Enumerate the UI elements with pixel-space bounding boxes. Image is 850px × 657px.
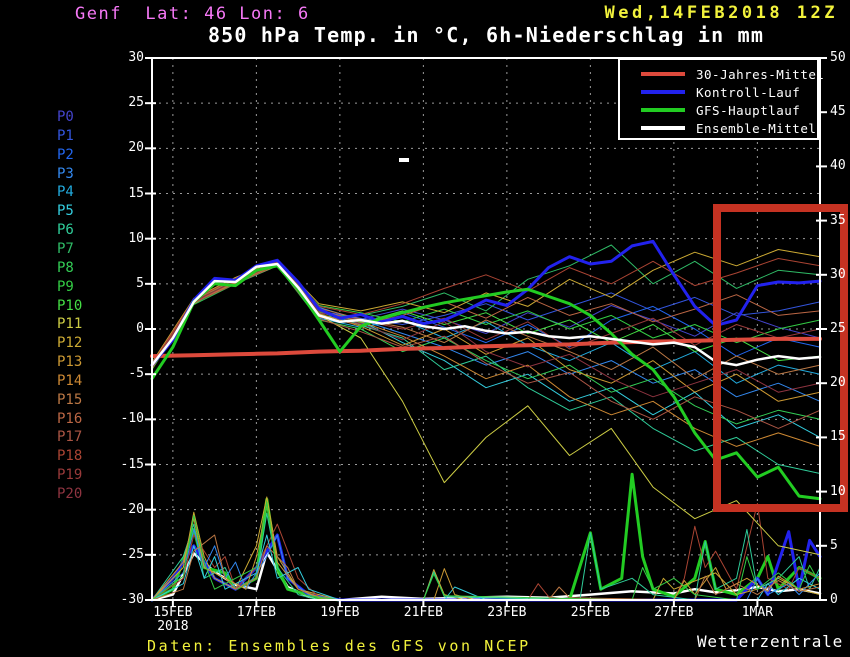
precip-series-P9 [151, 501, 821, 601]
temp-series-P17 [151, 264, 821, 429]
x-tick-label: 19FEB [320, 605, 360, 620]
temp-series-P11 [151, 264, 821, 556]
y-left-tick-label: -20 [120, 501, 144, 517]
run-datetime-label: Wed,14FEB2018 12Z [604, 3, 838, 23]
temp-series-GFS-Hauptlauf [150, 264, 822, 501]
y-left-tick-label: 0 [136, 321, 144, 336]
cursor-dash-mark [399, 158, 409, 162]
member-label-P18: P18 [57, 448, 83, 465]
member-label-P2: P2 [57, 146, 74, 163]
data-source-label: Daten: Ensembles des GFS von NCEP [147, 637, 531, 655]
member-label-P4: P4 [57, 184, 74, 201]
member-label-P17: P17 [57, 429, 83, 446]
legend-line-sample [641, 108, 685, 112]
chart-title: 850 hPa Temp. in °C, 6h-Niederschlag in … [207, 23, 765, 47]
x-tick-label: 23FEB [487, 605, 527, 620]
temp-series-30-Jahres-Mittel [150, 336, 822, 359]
member-label-P16: P16 [57, 410, 83, 427]
legend-item-label: GFS-Hauptlauf [696, 102, 801, 118]
member-label-P13: P13 [57, 354, 83, 371]
member-label-P0: P0 [57, 109, 74, 125]
x-tick-label: 27FEB [654, 605, 694, 620]
member-label-P9: P9 [57, 278, 74, 295]
member-label-P3: P3 [57, 165, 74, 182]
y-left-tick-label: 20 [128, 140, 144, 156]
legend-item-label: Kontroll-Lauf [696, 84, 801, 100]
member-label-P1: P1 [57, 127, 74, 144]
legend-item-label: 30-Jahres-Mittel [696, 66, 825, 82]
legend-line-sample [641, 90, 685, 94]
y-left-tick-label: 25 [128, 95, 144, 111]
member-label-P14: P14 [57, 372, 83, 389]
y-right-tick-label: 40 [830, 158, 846, 174]
y-right-tick-label: 35 [830, 212, 846, 228]
y-left-tick-label: 30 [128, 50, 144, 65]
y-right-tick-label: 25 [830, 321, 846, 336]
member-label-P8: P8 [57, 259, 74, 276]
legend-item: Kontroll-Lauf [620, 83, 817, 101]
brand-label: Wetterzentrale [696, 632, 843, 651]
legend-line-sample [641, 126, 685, 130]
member-label-P11: P11 [57, 316, 83, 333]
legend-item: 30-Jahres-Mittel [620, 65, 824, 83]
y-left-tick-label: -15 [120, 456, 144, 472]
station-label: Genf Lat: 46 Lon: 6 [75, 4, 310, 24]
legend-box: 30-Jahres-Mittel Kontroll-Lauf GFS-Hauptla… [618, 58, 824, 140]
y-left-tick-label: -30 [120, 592, 144, 607]
member-label-P6: P6 [57, 222, 74, 239]
y-left-tick-label: 10 [128, 230, 144, 246]
temp-series-Kontroll-Lauf [150, 239, 822, 367]
y-left-tick-label: 5 [136, 275, 144, 291]
y-left-tick-label: -10 [120, 411, 144, 427]
y-right-tick-label: 30 [830, 266, 846, 282]
y-left-tick-label: -25 [120, 546, 144, 562]
y-left-tick-label: 15 [128, 185, 144, 201]
y-left-tick-label: -5 [128, 366, 144, 382]
precip-series-P12 [151, 496, 821, 601]
precip-series-P5 [151, 534, 821, 601]
legend-item: GFS-Hauptlauf [620, 101, 817, 119]
y-right-tick-label: 0 [830, 592, 838, 607]
member-label-P10: P10 [57, 297, 83, 314]
precip-series-P13 [151, 504, 821, 601]
y-right-tick-label: 50 [830, 50, 846, 65]
x-tick-label: 21FEB [403, 605, 443, 620]
temp-series-Ensemble-Mittel [150, 262, 822, 367]
legend-item-label: Ensemble-Mittel [696, 120, 817, 136]
legend-item: Ensemble-Mittel [620, 119, 817, 137]
member-label-P7: P7 [57, 240, 74, 257]
member-label-P12: P12 [57, 335, 83, 352]
y-right-tick-label: 20 [830, 375, 846, 391]
y-right-tick-label: 5 [830, 537, 838, 553]
y-right-tick-label: 45 [830, 104, 846, 120]
member-label-P5: P5 [57, 203, 74, 220]
y-right-tick-label: 15 [830, 429, 846, 445]
precip-series-P18 [151, 503, 821, 601]
member-label-P19: P19 [57, 467, 83, 484]
member-label-P15: P15 [57, 391, 83, 408]
x-tick-label: 1MAR [741, 605, 774, 620]
precip-series-P6 [151, 512, 821, 601]
x-tick-label: 25FEB [570, 605, 610, 620]
x-tick-label: 15FEB [153, 605, 193, 620]
member-label-P20: P20 [57, 486, 83, 502]
highlight-rectangle [713, 204, 848, 512]
y-right-tick-label: 10 [830, 483, 846, 499]
legend-line-sample [641, 72, 685, 76]
x-axis-year-label: 2018 [157, 619, 189, 634]
x-tick-label: 17FEB [236, 605, 276, 620]
